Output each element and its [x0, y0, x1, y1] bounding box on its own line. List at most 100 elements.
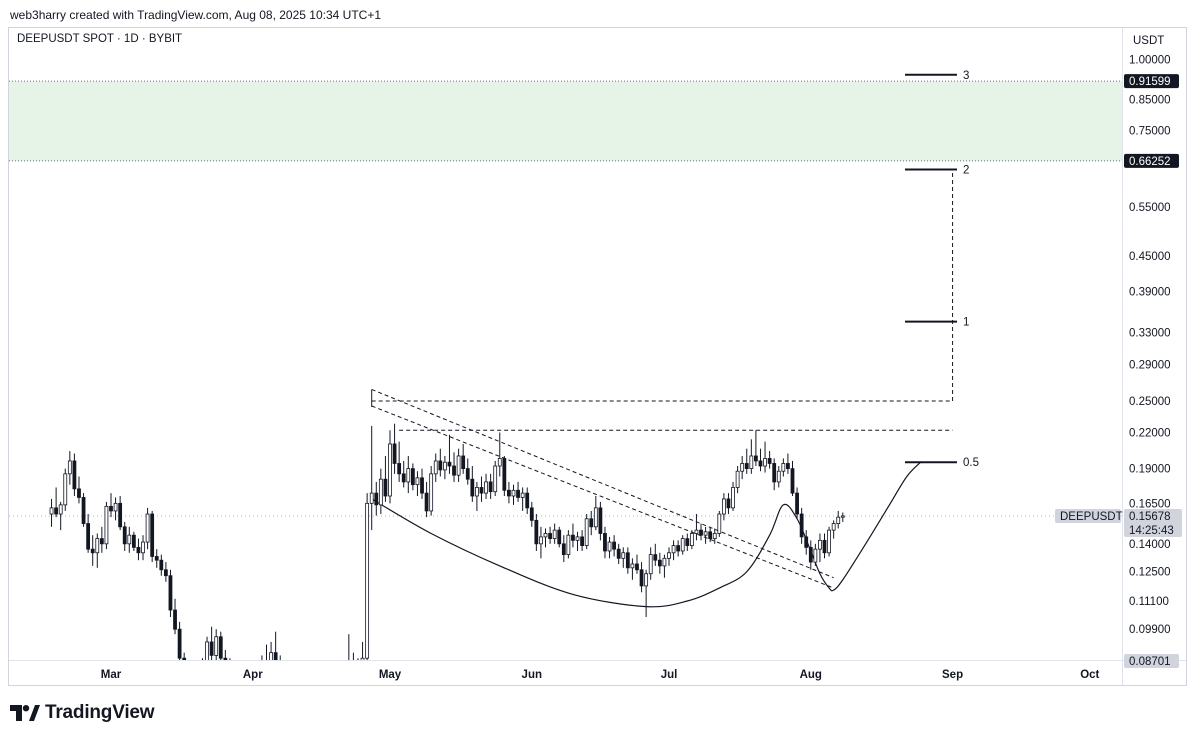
candle-body [265, 661, 268, 664]
candle-body [352, 664, 355, 670]
candle-body [566, 534, 571, 556]
candle [442, 455, 447, 480]
candle [209, 626, 214, 660]
candle [429, 466, 434, 516]
time-axis: Mar Apr May Jun Jul Aug Sep Oct [101, 669, 1100, 681]
candle [218, 631, 223, 660]
candle-body [603, 533, 607, 552]
candle-body [214, 636, 219, 656]
candle [657, 552, 662, 574]
candle [247, 682, 250, 705]
candle-body [786, 463, 790, 469]
candle-body [776, 470, 781, 483]
candle [703, 526, 708, 544]
candle-body [621, 552, 626, 559]
candle [667, 547, 671, 566]
candle-body [429, 473, 434, 512]
chart-frame[interactable] [8, 27, 1187, 686]
candle [136, 538, 141, 561]
candle-body [356, 670, 359, 673]
candle [708, 526, 713, 543]
candle [233, 670, 236, 695]
candle [392, 423, 397, 474]
dashed-trendline [371, 405, 834, 589]
candle [315, 708, 318, 733]
candle [557, 526, 562, 548]
candle-body [288, 694, 291, 701]
candle-body [383, 478, 388, 497]
candle-body [311, 718, 314, 722]
candle-body [484, 481, 488, 494]
candle [201, 658, 204, 688]
candle-body [223, 657, 228, 660]
candle [758, 448, 763, 472]
candle-body [744, 463, 749, 469]
candle-body [410, 468, 415, 486]
price-tick-label: 0.22000 [1129, 427, 1171, 439]
candle-body [324, 729, 327, 733]
candle-body [306, 715, 309, 719]
candle-body [297, 708, 300, 711]
candle-body [470, 478, 475, 497]
candle-body [209, 641, 214, 656]
candle [648, 547, 653, 580]
price-tick-label: 0.75000 [1129, 125, 1171, 137]
candle-body [122, 526, 127, 545]
candle-body [163, 569, 168, 577]
candle [297, 691, 300, 718]
candle [292, 688, 295, 715]
candle-body [283, 688, 286, 694]
candle-body [571, 534, 575, 541]
candle-body [735, 470, 740, 488]
candle [575, 531, 580, 551]
candle-body [772, 463, 777, 483]
candle-body [228, 667, 231, 679]
candle-body [731, 487, 735, 509]
candle [77, 476, 81, 504]
candle-body [552, 529, 557, 539]
candle [265, 644, 268, 664]
candle [67, 451, 72, 485]
candle-body [302, 711, 305, 714]
candle-body [525, 492, 530, 509]
candle [356, 658, 359, 673]
candle-body [415, 477, 420, 486]
time-tick-label: May [379, 669, 402, 681]
candle [685, 533, 690, 551]
candle-body [452, 465, 456, 476]
candle [822, 533, 827, 559]
symbol-badge-label: DEEPUSDT [1060, 511, 1123, 523]
candle [369, 425, 374, 531]
candle [776, 466, 781, 488]
candle-body [740, 463, 745, 472]
candle-body [397, 463, 402, 475]
candle-body [182, 657, 187, 660]
candle-body [49, 507, 54, 515]
candle [334, 715, 337, 737]
candle [196, 664, 199, 694]
candle [131, 531, 136, 551]
candle [781, 458, 786, 477]
tradingview-logo[interactable]: TradingView [10, 702, 155, 724]
candle-body [168, 575, 173, 611]
candle-body [233, 679, 236, 688]
tradingview-logo-icon [10, 705, 40, 721]
candle [548, 526, 552, 544]
candle-body [648, 554, 653, 575]
current-price-badge [1124, 508, 1182, 537]
candle-body [804, 536, 809, 548]
candle [740, 455, 745, 480]
candle [525, 487, 530, 515]
candle-body [543, 533, 548, 538]
candle-body [438, 460, 443, 471]
target-level-label: 1 [963, 317, 969, 329]
candle-body [378, 478, 383, 506]
candle [360, 641, 365, 660]
candle-body [420, 477, 424, 494]
candle-body [201, 664, 204, 688]
candle-body [721, 498, 726, 515]
candle-body [662, 557, 667, 567]
candle [616, 543, 621, 564]
candle-body [465, 468, 470, 480]
